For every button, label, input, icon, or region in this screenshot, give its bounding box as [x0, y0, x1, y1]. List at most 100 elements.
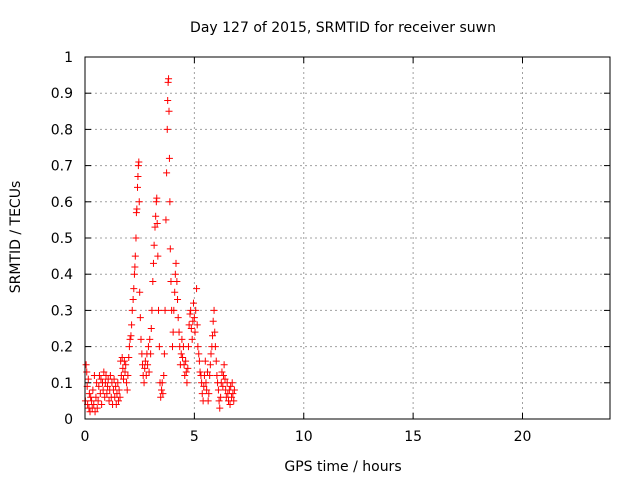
grid	[85, 57, 610, 419]
data-point	[182, 357, 190, 365]
data-point	[213, 372, 221, 380]
data-point	[140, 379, 148, 387]
y-tick-label: 0.3	[51, 303, 73, 319]
data-point	[166, 198, 174, 206]
data-point	[120, 357, 128, 365]
data-point	[200, 382, 208, 390]
data-point	[141, 364, 149, 372]
data-point	[190, 299, 197, 307]
data-point	[82, 361, 90, 369]
x-tick-label: 20	[514, 429, 532, 445]
data-point	[216, 404, 224, 412]
data-point	[204, 397, 212, 405]
y-tick-label: 0.9	[51, 86, 73, 102]
data-point	[211, 328, 219, 336]
data-point	[167, 277, 175, 285]
data-point	[173, 277, 181, 285]
data-point	[191, 328, 199, 336]
data-point	[125, 353, 133, 361]
data-point	[126, 335, 134, 343]
data-point	[96, 390, 104, 398]
data-point	[116, 393, 124, 401]
data-point	[94, 397, 102, 405]
data-point	[144, 361, 152, 369]
data-point	[136, 288, 144, 296]
data-point	[133, 205, 141, 213]
data-point	[165, 154, 173, 162]
data-point	[154, 252, 162, 260]
data-point	[171, 270, 179, 278]
x-tick-label: 10	[295, 429, 313, 445]
data-point	[193, 285, 201, 293]
data-point	[214, 386, 222, 394]
data-point	[122, 361, 130, 369]
data-point	[125, 343, 133, 351]
data-point	[228, 379, 236, 387]
data-point	[217, 379, 225, 387]
y-tick-label: 0.7	[51, 159, 73, 175]
data-point	[153, 220, 161, 228]
data-point	[145, 368, 153, 376]
data-point	[190, 314, 198, 322]
y-tick-label: 0.4	[51, 267, 73, 283]
plot-frame	[84, 56, 611, 420]
data-point	[132, 234, 140, 242]
data-point	[120, 375, 127, 383]
y-tick-label: 0.8	[51, 122, 73, 138]
data-point	[110, 375, 118, 383]
data-point	[149, 277, 157, 285]
data-point	[160, 350, 168, 358]
data-point	[148, 306, 156, 314]
data-point	[183, 379, 191, 387]
data-point	[177, 350, 185, 358]
chart-title: Day 127 of 2015, SRMTID for receiver suw…	[190, 20, 496, 36]
data-point	[184, 343, 192, 351]
data-point	[88, 397, 96, 405]
data-point	[93, 404, 101, 412]
data-point	[230, 386, 238, 394]
data-point	[135, 198, 143, 206]
data-point	[121, 368, 129, 376]
data-point	[195, 357, 203, 365]
data-point	[230, 397, 238, 405]
data-point	[114, 379, 122, 387]
data-point	[158, 379, 166, 387]
data-point	[198, 390, 206, 398]
data-point	[193, 321, 201, 329]
x-tick-label: 0	[81, 429, 90, 445]
data-point	[155, 306, 162, 314]
data-point	[113, 390, 121, 398]
data-point	[169, 343, 176, 351]
data-point	[163, 125, 171, 133]
data-point	[169, 328, 177, 336]
data-point	[84, 375, 92, 383]
data-point	[166, 245, 174, 253]
data-point	[215, 397, 223, 405]
data-point	[115, 386, 123, 394]
data-point	[105, 397, 113, 405]
data-point	[85, 390, 93, 398]
data-point	[207, 350, 215, 358]
data-point	[206, 372, 214, 380]
data-point	[170, 306, 178, 314]
data-point	[163, 169, 171, 177]
data-point	[194, 343, 202, 351]
data-point	[108, 379, 116, 387]
y-tick-label: 0.1	[51, 376, 73, 392]
data-point	[135, 158, 143, 166]
data-point	[210, 306, 218, 314]
data-point	[171, 288, 179, 296]
data-point	[95, 382, 103, 390]
data-point	[119, 364, 127, 372]
data-point	[174, 314, 182, 322]
data-point	[127, 332, 135, 340]
data-point	[164, 96, 172, 104]
data-point	[203, 386, 211, 394]
data-point	[185, 321, 193, 329]
data-point	[104, 382, 112, 390]
data-point	[144, 343, 152, 351]
data-point	[137, 335, 145, 343]
data-points	[81, 75, 238, 416]
data-point	[131, 252, 139, 260]
data-point	[128, 306, 136, 314]
